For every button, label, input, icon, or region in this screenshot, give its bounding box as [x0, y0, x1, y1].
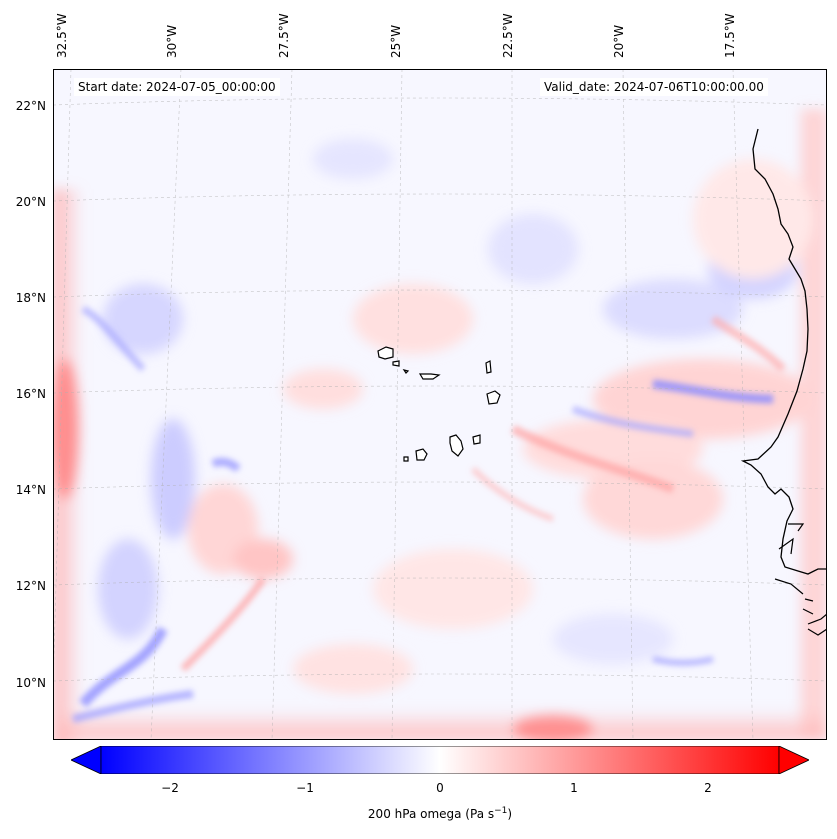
lat-label-12n: 12°N	[15, 579, 46, 593]
colorbar-tick-label-0: 0	[436, 781, 444, 795]
colorbar	[71, 746, 809, 774]
fogo	[415, 448, 428, 461]
brava	[403, 456, 409, 462]
colorbar-tick-label-2: 2	[704, 781, 712, 795]
lon-label-25w: 25°W	[389, 24, 403, 58]
lat-label-22n: 22°N	[15, 99, 46, 113]
map-border	[53, 69, 827, 740]
omega-field	[53, 109, 827, 740]
colorbar-title-main: 200 hPa omega (Pa s	[367, 807, 495, 821]
lat-label-20n: 20°N	[15, 195, 46, 209]
lat-label-14n: 14°N	[15, 483, 46, 497]
start-date-label: Start date: 2024-07-05_00:00:00	[74, 78, 280, 96]
lon-label-22-5w: 22.5°W	[501, 13, 515, 58]
boa-vista	[486, 390, 501, 405]
cape-verde-islands	[377, 346, 501, 462]
colorbar-title-end: )	[507, 807, 513, 821]
colorbar-tick-label-1: 1	[570, 781, 578, 795]
lon-label-20w: 20°W	[612, 24, 626, 58]
lon-label-27-5w: 27.5°W	[277, 13, 291, 58]
lon-label-30w: 30°W	[165, 24, 179, 58]
sao-nicolau	[418, 373, 441, 380]
africa-coastline	[740, 128, 827, 575]
valid-date-label: Valid_date: 2024-07-06T10:00:00.00	[540, 78, 768, 96]
lat-label-10n: 10°N	[15, 676, 46, 690]
graticule	[53, 69, 827, 740]
colorbar-tick-label-m2: −2	[161, 781, 179, 795]
coast-detail	[774, 523, 827, 636]
colorbar-max-arrow	[778, 746, 809, 774]
lon-label-32-5w: 32.5°W	[55, 13, 69, 58]
santo-antao	[377, 346, 394, 360]
lat-label-16n: 16°N	[15, 387, 46, 401]
omega-features	[72, 305, 786, 723]
lon-label-17-5w: 17.5°W	[723, 13, 737, 58]
colorbar-title-exponent: −1	[494, 806, 508, 816]
colorbar-min-arrow	[71, 746, 102, 774]
maio	[472, 434, 481, 445]
omega-map	[53, 69, 827, 740]
lat-label-18n: 18°N	[15, 291, 46, 305]
santiago	[449, 434, 464, 457]
sal	[485, 360, 492, 374]
colorbar-tick-label-m1: −1	[296, 781, 314, 795]
colorbar-gradient	[100, 746, 780, 774]
colorbar-title: 200 hPa omega (Pa s−1)	[0, 806, 837, 821]
santa-luzia	[402, 369, 410, 374]
sao-vicente	[392, 360, 400, 367]
